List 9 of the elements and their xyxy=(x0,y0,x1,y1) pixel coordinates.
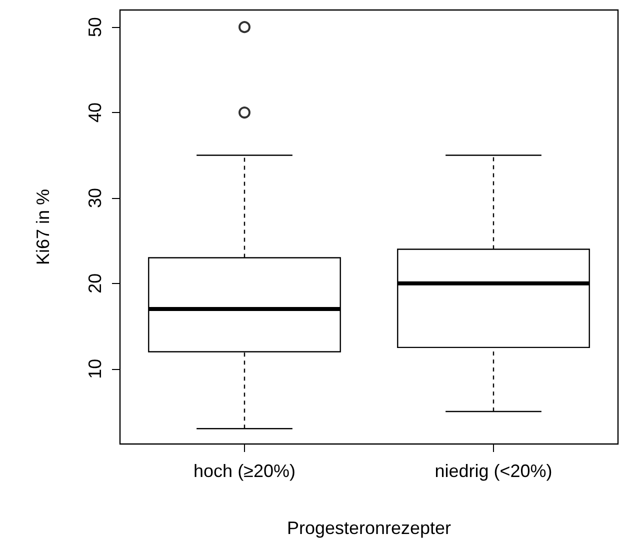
x-tick-label: hoch (≥20%) xyxy=(194,461,296,481)
y-tick-label: 30 xyxy=(85,188,105,208)
x-axis-title: Progesteronrezepter xyxy=(286,518,452,538)
y-tick-label: 20 xyxy=(85,273,105,294)
y-tick-label: 10 xyxy=(85,358,105,379)
y-tick-label: 50 xyxy=(85,17,105,38)
y-axis-title: Ki67 in % xyxy=(33,188,53,266)
x-tick-label: niedrig (<20%) xyxy=(434,461,552,481)
y-tick-label: 40 xyxy=(85,102,105,123)
